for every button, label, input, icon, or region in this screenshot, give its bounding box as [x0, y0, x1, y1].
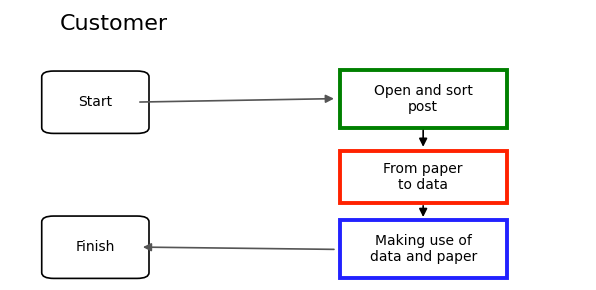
- FancyBboxPatch shape: [42, 71, 149, 133]
- FancyBboxPatch shape: [340, 151, 507, 203]
- FancyBboxPatch shape: [340, 220, 507, 278]
- FancyBboxPatch shape: [42, 216, 149, 278]
- Text: Start: Start: [78, 95, 113, 109]
- FancyBboxPatch shape: [340, 70, 507, 128]
- Text: Making use of
data and paper: Making use of data and paper: [370, 234, 477, 264]
- Text: Finish: Finish: [76, 240, 115, 254]
- Text: From paper
to data: From paper to data: [383, 162, 463, 192]
- Text: Customer: Customer: [60, 14, 167, 35]
- Text: Open and sort
post: Open and sort post: [374, 84, 473, 114]
